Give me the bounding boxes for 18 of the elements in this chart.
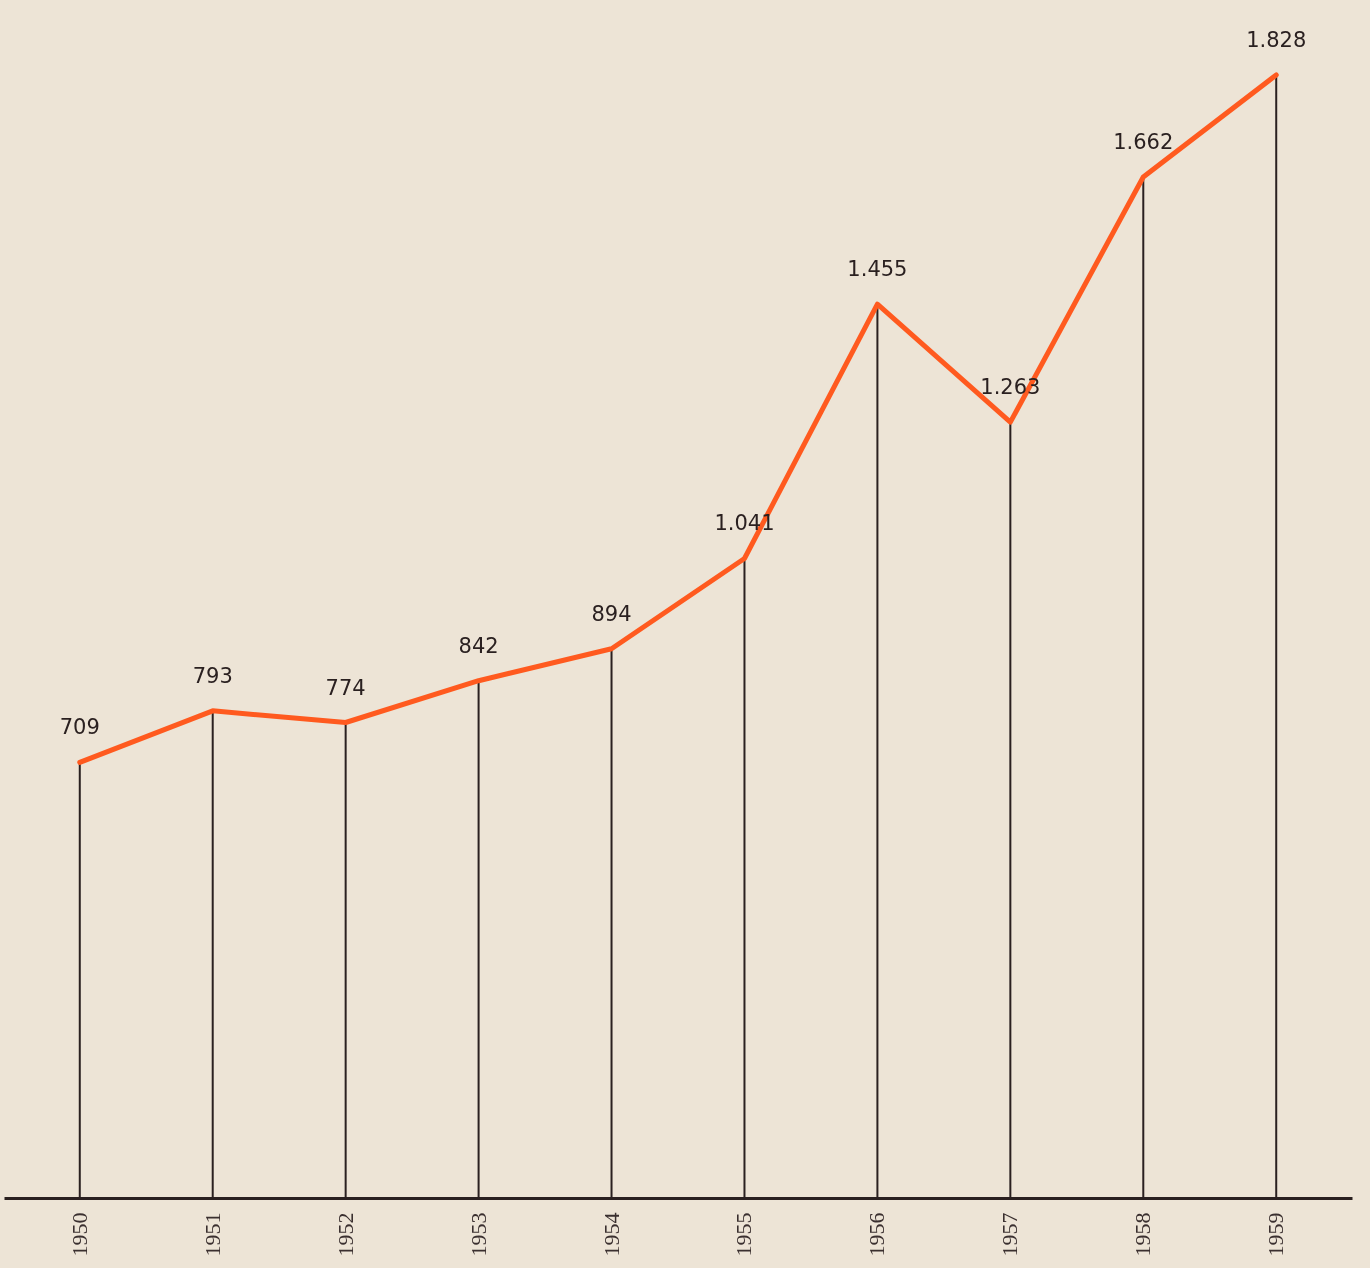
data-label: 1.828	[1246, 28, 1307, 52]
x-tick-label: 1953	[465, 1212, 491, 1257]
data-label: 1.662	[1113, 129, 1174, 154]
data-label: 774	[325, 675, 366, 700]
x-tick-label: 1958	[1130, 1212, 1156, 1257]
data-label: 842	[458, 633, 499, 658]
data-label: 1.455	[847, 257, 908, 282]
x-tick-label: 1957	[997, 1212, 1023, 1257]
x-tick-label: 1951	[199, 1212, 225, 1257]
data-label: 793	[192, 663, 233, 688]
x-tick-label: 1959	[1263, 1212, 1289, 1257]
x-tick-label: 1954	[598, 1212, 624, 1257]
x-tick-label: 1956	[864, 1212, 890, 1257]
data-label: 709	[59, 715, 100, 740]
x-tick-label: 1950	[66, 1212, 92, 1257]
x-tick-label: 1952	[332, 1212, 358, 1257]
x-tick-label: 1955	[731, 1212, 757, 1257]
data-label: 894	[591, 601, 632, 626]
